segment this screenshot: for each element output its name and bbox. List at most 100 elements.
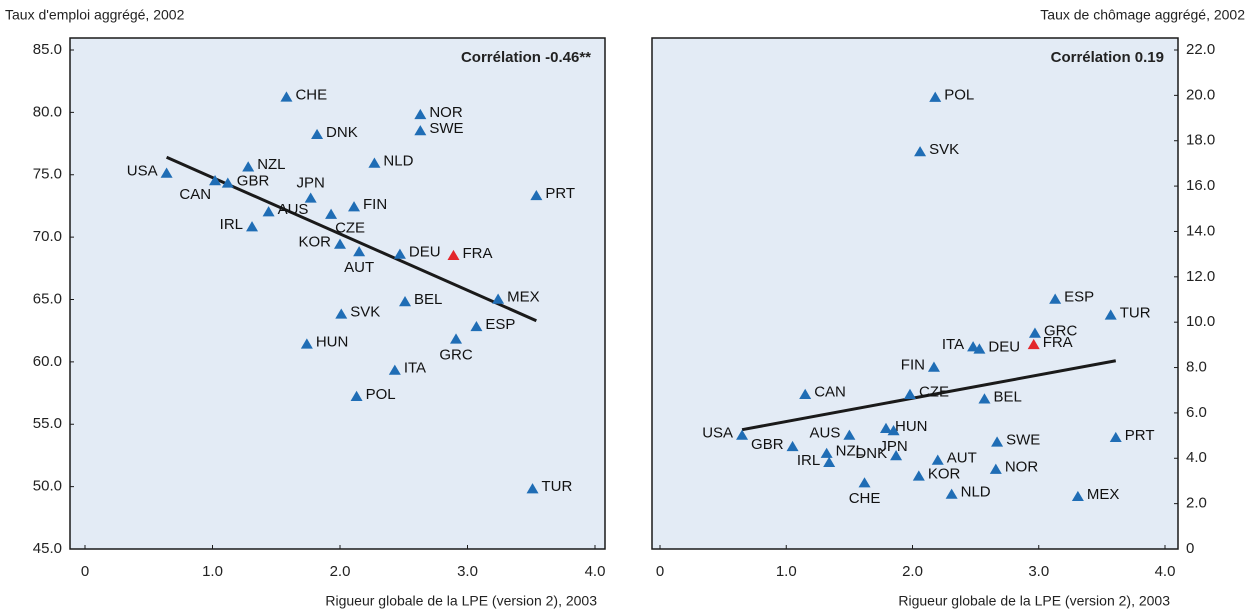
point-label: NLD xyxy=(383,152,413,169)
y-tick-label: 18.0 xyxy=(1186,132,1215,149)
data-point xyxy=(991,436,1004,447)
data-point xyxy=(927,361,940,372)
point-label: DNK xyxy=(326,124,358,141)
x-tick-label: 1.0 xyxy=(202,563,223,580)
y-tick-label: 55.0 xyxy=(33,415,62,432)
data-point xyxy=(492,293,505,304)
data-point xyxy=(304,192,317,203)
point-label: GRC xyxy=(1044,322,1078,339)
point-label: CHE xyxy=(849,490,881,507)
point-label: ITA xyxy=(942,336,964,353)
point-label: JPN xyxy=(879,438,907,455)
y-tick-label: 50.0 xyxy=(33,478,62,495)
point-label: KOR xyxy=(928,465,961,482)
data-point xyxy=(973,343,986,354)
plot-area xyxy=(651,37,1179,550)
point-label: MEX xyxy=(1087,486,1120,503)
y-tick-label: 45.0 xyxy=(33,540,62,557)
point-label: TUR xyxy=(1120,304,1151,321)
data-point xyxy=(368,157,381,168)
y-tick-label: 0 xyxy=(1186,540,1194,557)
point-label: FIN xyxy=(901,357,925,374)
point-label: BEL xyxy=(414,291,442,308)
point-label: DNK xyxy=(855,445,887,462)
data-point xyxy=(903,388,916,399)
data-point xyxy=(1104,309,1117,320)
data-point xyxy=(799,388,812,399)
x-axis-title: Rigueur globale de la LPE (version 2), 2… xyxy=(898,593,1170,609)
point-label: PRT xyxy=(545,185,575,202)
y-tick-label: 4.0 xyxy=(1186,449,1207,466)
x-axis-title: Rigueur globale de la LPE (version 2), 2… xyxy=(325,593,597,609)
point-label: SWE xyxy=(1006,431,1040,448)
annotation: Corrélation 0.19 xyxy=(1051,49,1164,66)
data-point xyxy=(820,447,833,458)
data-point xyxy=(280,91,293,102)
data-point xyxy=(1028,327,1041,338)
point-label: CAN xyxy=(814,384,846,401)
x-tick-label: 0 xyxy=(81,563,89,580)
point-label: CHE xyxy=(295,86,327,103)
y-axis-title: Taux d'emploi aggrégé, 2002 xyxy=(5,7,185,23)
x-tick-label: 2.0 xyxy=(902,563,923,580)
data-point xyxy=(262,206,275,217)
y-tick-label: 22.0 xyxy=(1186,41,1215,58)
y-tick-label: 20.0 xyxy=(1186,86,1215,103)
x-tick-label: 3.0 xyxy=(457,563,478,580)
data-point xyxy=(1049,293,1062,304)
point-label: POL xyxy=(366,386,396,403)
data-point xyxy=(335,308,348,319)
y-tick-label: 2.0 xyxy=(1186,495,1207,512)
point-label: HUN xyxy=(895,418,928,435)
y-tick-label: 65.0 xyxy=(33,290,62,307)
data-point xyxy=(989,463,1002,474)
data-point xyxy=(350,390,363,402)
point-label: AUT xyxy=(344,259,374,276)
point-label: CZE xyxy=(335,220,365,237)
x-tick-label: 3.0 xyxy=(1028,563,1049,580)
trend-line xyxy=(741,359,1117,432)
data-point xyxy=(967,341,980,352)
x-tick-label: 4.0 xyxy=(585,563,606,580)
data-point xyxy=(470,320,483,332)
point-label: FRA xyxy=(1043,334,1073,351)
point-label: TUR xyxy=(542,478,573,495)
data-point xyxy=(393,248,406,259)
data-point xyxy=(447,249,460,261)
data-point xyxy=(311,128,324,140)
data-point xyxy=(736,429,749,440)
y-tick-label: 60.0 xyxy=(33,353,62,370)
data-point xyxy=(945,488,958,499)
y-tick-label: 6.0 xyxy=(1186,404,1207,421)
point-label: USA xyxy=(702,425,733,442)
point-label: PRT xyxy=(1125,427,1155,444)
data-point xyxy=(786,440,799,452)
y-tick-label: 16.0 xyxy=(1186,177,1215,194)
data-point xyxy=(931,454,944,465)
data-point xyxy=(414,108,427,120)
point-label: KOR xyxy=(298,234,331,251)
point-label: HUN xyxy=(316,333,349,350)
data-point xyxy=(399,295,412,307)
data-point xyxy=(450,333,463,344)
data-point xyxy=(843,429,856,440)
point-label: GBR xyxy=(751,436,784,453)
plot-area xyxy=(69,37,606,550)
y-tick-label: 8.0 xyxy=(1186,359,1207,376)
x-tick-label: 2.0 xyxy=(330,563,351,580)
data-point xyxy=(978,393,991,404)
point-label: IRL xyxy=(220,216,243,233)
point-label: DEU xyxy=(988,338,1020,355)
point-label: SVK xyxy=(350,303,380,320)
point-label: GRC xyxy=(439,346,473,363)
point-label: NOR xyxy=(429,104,463,121)
point-label: NOR xyxy=(1005,459,1038,476)
data-point xyxy=(353,246,366,257)
data-point xyxy=(858,477,871,488)
y-tick-label: 12.0 xyxy=(1186,268,1215,285)
point-label: AUS xyxy=(278,201,309,218)
point-label: USA xyxy=(127,162,158,179)
point-label: JPN xyxy=(297,174,325,191)
y-tick-label: 80.0 xyxy=(33,103,62,120)
